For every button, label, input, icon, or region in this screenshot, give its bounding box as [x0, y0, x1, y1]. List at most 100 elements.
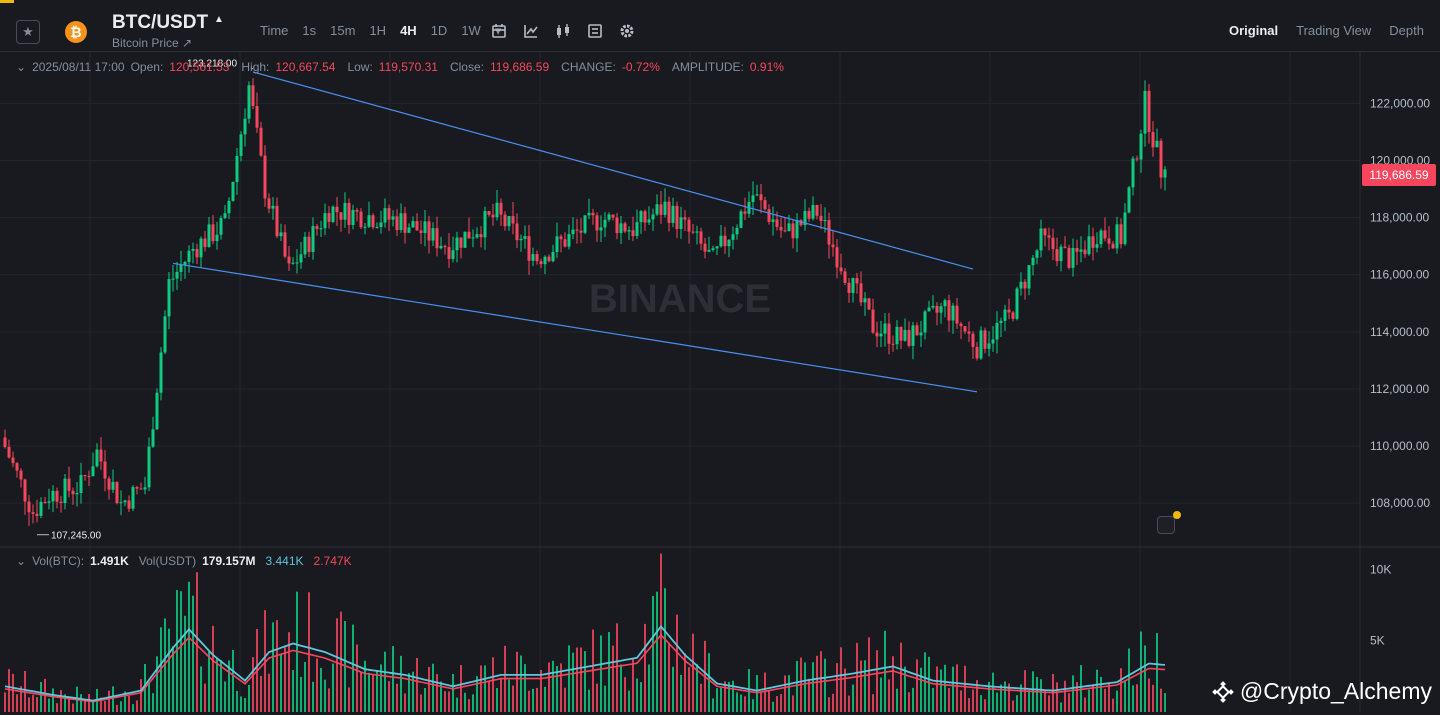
candle-body [179, 265, 183, 272]
candle-body [963, 326, 967, 332]
volume-bar [1132, 685, 1134, 712]
interval-1d[interactable]: 1D [430, 23, 448, 38]
volume-bar [72, 703, 74, 712]
volume-bar [204, 683, 206, 712]
calendar-icon[interactable] [490, 22, 508, 40]
interval-time[interactable]: Time [260, 23, 289, 38]
volume-bar [12, 673, 14, 712]
pair-subtitle-link[interactable]: Bitcoin Price ↗ [112, 36, 193, 50]
candle-body [191, 248, 195, 251]
volume-bar [1112, 698, 1114, 712]
volume-bar [568, 645, 570, 712]
interval-1h[interactable]: 1H [369, 23, 387, 38]
candle-body [55, 490, 59, 502]
interval-1s[interactable]: 1s [302, 23, 317, 38]
candle-body [735, 227, 739, 235]
volume-bar [724, 681, 726, 712]
interval-4h[interactable]: 4H [400, 23, 417, 38]
volume-bar [232, 649, 234, 712]
open-label: Open: [130, 60, 164, 74]
candle-body [575, 229, 579, 231]
volume-bar [1008, 683, 1010, 712]
volume-bar [508, 679, 510, 712]
volume-bar [384, 651, 386, 712]
candle-body [523, 236, 527, 239]
volume-bar [628, 690, 630, 712]
volume-bar [124, 691, 126, 712]
view-tradingview-tab[interactable]: Trading View [1296, 23, 1372, 38]
pair-title[interactable]: BTC/USDT [112, 12, 209, 33]
amplitude-label: AMPLITUDE: [671, 60, 744, 74]
candle-body [275, 205, 279, 237]
volume-bar [928, 656, 930, 712]
alert-icon[interactable] [1157, 516, 1175, 534]
candle-type-icon[interactable] [554, 22, 572, 40]
candle-body [895, 326, 899, 345]
candle-body [739, 211, 743, 228]
candle-body [699, 231, 703, 244]
collapse-chevron-icon[interactable]: ⌄ [16, 60, 27, 74]
candle-body [715, 246, 719, 249]
volume-bar [460, 665, 462, 712]
volume-bar [468, 699, 470, 712]
volume-bar [716, 688, 718, 712]
candle-body [927, 307, 931, 312]
volume-bar [604, 685, 606, 712]
candle-body [539, 261, 543, 265]
volume-bar [1040, 679, 1042, 712]
candle-body [75, 493, 79, 495]
candle-body [87, 476, 91, 478]
settings-icon[interactable] [618, 22, 636, 40]
candle-body [975, 346, 979, 359]
candle-body [971, 333, 975, 347]
volume-bar [860, 660, 862, 712]
volume-collapse-chevron-icon[interactable]: ⌄ [16, 554, 27, 568]
candle-body [203, 238, 207, 248]
view-depth-tab[interactable]: Depth [1389, 23, 1424, 38]
candle-body [671, 205, 675, 223]
indicator-icon[interactable] [522, 22, 540, 40]
candle-body [527, 236, 531, 261]
current-price-tag: 119,686.59 [1362, 164, 1436, 186]
favorite-button[interactable]: ★ [16, 20, 40, 44]
candle-body [315, 226, 319, 229]
volume-bar [616, 623, 618, 712]
candle-body [223, 213, 227, 219]
candle-body [31, 512, 35, 514]
volume-bar [532, 688, 534, 712]
candle-body [923, 311, 927, 333]
price-axis-label: 112,000.00 [1370, 382, 1429, 396]
close-label: Close: [449, 60, 484, 74]
vol-btc-label: Vol(BTC): [32, 554, 85, 568]
candle-body [807, 210, 811, 219]
interval-15m[interactable]: 15m [330, 23, 356, 38]
candle-body [727, 239, 731, 247]
interval-1w[interactable]: 1W [461, 23, 481, 38]
candle-body [15, 463, 19, 471]
low-value: 119,570.31 [378, 60, 438, 74]
volume-bar [20, 686, 22, 712]
channel-trendline [172, 262, 978, 393]
volume-bar [436, 674, 438, 712]
template-icon[interactable] [586, 22, 604, 40]
candle-body [1055, 249, 1059, 262]
volume-bar [1152, 684, 1154, 712]
candle-body [1079, 249, 1083, 252]
volume-bar [212, 625, 214, 712]
volume-bar [292, 670, 294, 712]
volume-bar [260, 675, 262, 712]
volume-bar [976, 680, 978, 712]
candle-body [71, 490, 75, 495]
candle-body [779, 226, 783, 231]
volume-bar [280, 654, 282, 712]
view-original-tab[interactable]: Original [1229, 23, 1279, 38]
candle-body [511, 216, 515, 224]
volume-bar [224, 681, 226, 712]
volume-bar [984, 699, 986, 712]
candle-body [451, 250, 455, 259]
caret-up-icon[interactable]: ▲ [214, 14, 224, 25]
price-axis-label: 114,000.00 [1370, 325, 1429, 339]
candle-datetime: 2025/08/11 17:00 [32, 60, 125, 74]
price-chart[interactable]: BINANCE 123,218.00 107,245.00 122,000.00 120… [0, 52, 1440, 715]
volume-bar [824, 658, 826, 712]
